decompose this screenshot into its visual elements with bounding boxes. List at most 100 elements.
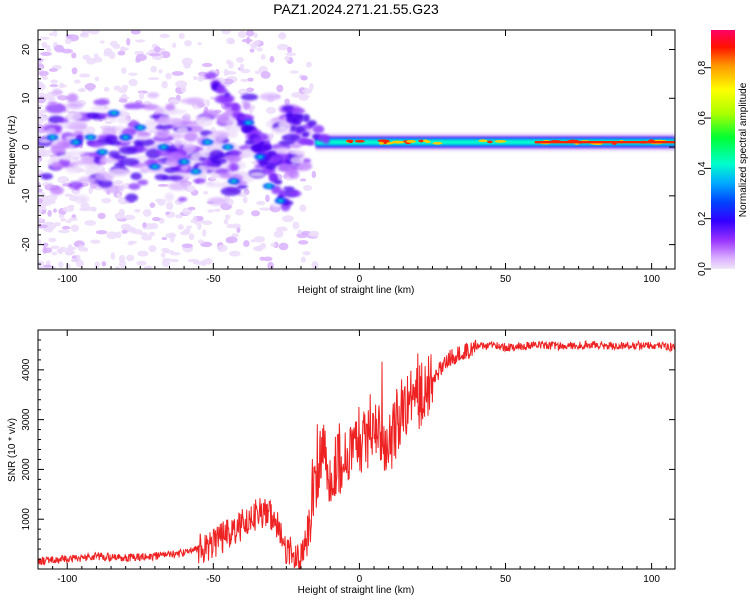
heatmap-speckle — [225, 236, 238, 244]
heatmap-speckle — [209, 96, 216, 100]
heatmap-blob — [204, 140, 211, 144]
heatmap-speckle — [300, 256, 307, 263]
heatmap-blob — [90, 106, 111, 112]
heatmap-speckle — [292, 221, 300, 230]
heatmap-speckle — [285, 52, 297, 56]
heatmap-speckle — [82, 247, 89, 252]
heatmap-speckle — [38, 104, 43, 108]
snr-y-tick-label: 3000 — [21, 408, 32, 431]
heatmap-blob — [207, 197, 229, 206]
heatmap-speckle — [265, 106, 277, 115]
heatmap-blob — [122, 135, 129, 139]
heatmap-speckle — [226, 37, 235, 45]
heatmap-blob — [289, 107, 306, 115]
heatmap-speckle — [43, 227, 54, 232]
heatmap-blob — [118, 157, 140, 166]
heatmap-speckle — [50, 245, 60, 250]
heatmap-blob — [205, 182, 226, 188]
heatmap-speckle — [147, 77, 160, 81]
heatmap-blob — [269, 155, 279, 165]
heatmap-speckle — [298, 240, 309, 245]
colorbar-tick-label: 0.4 — [697, 161, 708, 175]
heatmap-speckle — [171, 71, 184, 76]
heatmap-speckle — [68, 217, 78, 221]
heatmap-speckle — [285, 177, 294, 181]
heatmap-blob — [128, 182, 141, 190]
heatmap-blob — [74, 194, 90, 205]
heatmap-blob — [158, 115, 171, 124]
heatmap-blob — [224, 155, 242, 162]
spectrogram-x-tick-label: 50 — [500, 274, 512, 285]
heatmap-speckle — [155, 198, 162, 203]
heatmap-blob — [147, 92, 160, 99]
heatmap-blob — [244, 177, 254, 183]
heatmap-speckle — [291, 91, 302, 99]
heatmap-blob — [209, 149, 225, 160]
heatmap-speckle — [159, 33, 170, 39]
heatmap-speckle — [161, 80, 168, 89]
heatmap-speckle — [65, 219, 72, 224]
heatmap-speckle — [289, 70, 299, 74]
heatmap-speckle — [65, 263, 71, 269]
heatmap-speckle — [202, 229, 207, 237]
heatmap-blob — [235, 184, 249, 189]
heatmap-speckle — [306, 61, 312, 68]
heatmap-blob — [273, 179, 283, 185]
heatmap-speckle — [76, 254, 81, 262]
heatmap-blob — [265, 184, 272, 188]
heatmap-speckle — [300, 75, 308, 81]
heatmap-speckle — [231, 223, 241, 229]
heatmap-speckle — [165, 211, 170, 215]
heatmap-speckle — [259, 242, 267, 250]
heatmap-speckle — [71, 258, 77, 263]
heatmap-blob — [72, 140, 79, 144]
heatmap-blob — [142, 104, 159, 111]
heatmap-speckle — [138, 91, 145, 100]
heatmap-blob — [323, 135, 330, 145]
heatmap-speckle — [184, 40, 192, 47]
heatmap-speckle — [106, 231, 118, 240]
heatmap-speckle — [43, 264, 52, 268]
heatmap-speckle — [131, 228, 143, 235]
spectrogram-x-tick-label: 0 — [357, 274, 363, 285]
heatmap-blob — [271, 126, 291, 135]
heatmap-blob — [137, 131, 152, 137]
spectrogram-x-label: Height of straight line (km) — [298, 285, 415, 296]
heatmap-speckle — [160, 252, 166, 258]
heatmap-speckle — [302, 94, 310, 98]
heatmap-speckle — [86, 57, 96, 65]
heatmap-speckle — [202, 190, 209, 195]
heatmap-blob — [99, 150, 106, 154]
heatmap-speckle — [238, 192, 247, 197]
heatmap-speckle — [74, 79, 81, 84]
heatmap-speckle — [93, 53, 99, 60]
heatmap-blob — [240, 93, 259, 101]
heatmap-blob — [231, 103, 241, 112]
heatmap-speckle — [94, 261, 100, 268]
heatmap-speckle — [125, 254, 135, 262]
heatmap-blob — [85, 112, 101, 119]
spectrogram-x-tick-label: -100 — [57, 274, 77, 285]
heatmap-speckle — [108, 51, 116, 60]
heatmap-speckle — [52, 208, 57, 213]
heatmap-blob — [45, 127, 57, 135]
heatmap-blob — [68, 181, 84, 190]
heatmap-speckle — [231, 233, 239, 238]
heatmap-speckle — [130, 30, 141, 35]
heatmap-blob — [257, 155, 264, 159]
heatmap-speckle — [249, 48, 255, 53]
heatmap-speckle — [309, 83, 314, 91]
heatmap-speckle — [284, 55, 290, 62]
heatmap-speckle — [57, 95, 69, 101]
heatmap-speckle — [59, 246, 67, 252]
heatmap-speckle — [84, 220, 97, 226]
heatmap-speckle — [198, 239, 204, 244]
spectrogram-x-tick-label: 100 — [643, 274, 660, 285]
snr-x-ticks: -100 -50 0 50 100 — [37, 330, 667, 585]
heatmap-speckle — [165, 72, 172, 80]
spectrogram-y-tick-label: 0 — [21, 144, 32, 150]
heatmap-blob — [274, 147, 290, 155]
heatmap-speckle — [58, 214, 65, 219]
heatmap-speckle — [110, 252, 116, 260]
spectrogram-y-tick-label: -20 — [21, 237, 32, 252]
